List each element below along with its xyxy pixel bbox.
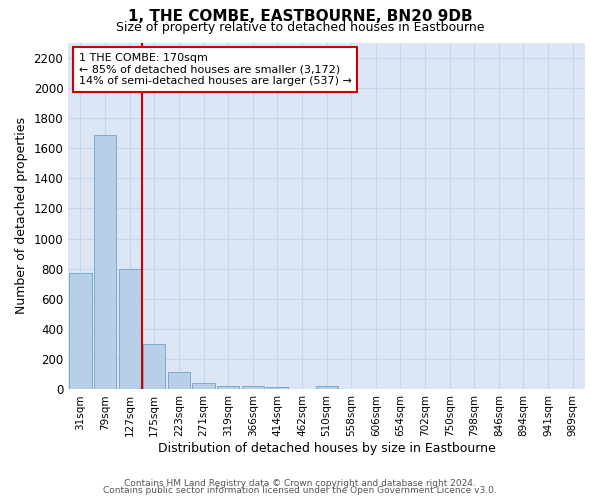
Y-axis label: Number of detached properties: Number of detached properties — [15, 118, 28, 314]
Bar — [242, 386, 264, 390]
Bar — [70, 274, 92, 390]
Text: 1 THE COMBE: 170sqm
← 85% of detached houses are smaller (3,172)
14% of semi-det: 1 THE COMBE: 170sqm ← 85% of detached ho… — [79, 53, 352, 86]
Bar — [193, 384, 215, 390]
Bar — [119, 269, 141, 390]
Text: 1, THE COMBE, EASTBOURNE, BN20 9DB: 1, THE COMBE, EASTBOURNE, BN20 9DB — [128, 9, 472, 24]
Bar — [94, 136, 116, 390]
Bar — [217, 386, 239, 390]
Bar — [168, 372, 190, 390]
Bar — [316, 386, 338, 390]
Text: Contains public sector information licensed under the Open Government Licence v3: Contains public sector information licen… — [103, 486, 497, 495]
Bar — [266, 387, 289, 390]
Bar — [291, 388, 313, 390]
Bar — [143, 344, 166, 390]
X-axis label: Distribution of detached houses by size in Eastbourne: Distribution of detached houses by size … — [158, 442, 496, 455]
Text: Contains HM Land Registry data © Crown copyright and database right 2024.: Contains HM Land Registry data © Crown c… — [124, 478, 476, 488]
Bar — [340, 388, 362, 390]
Text: Size of property relative to detached houses in Eastbourne: Size of property relative to detached ho… — [116, 21, 484, 34]
